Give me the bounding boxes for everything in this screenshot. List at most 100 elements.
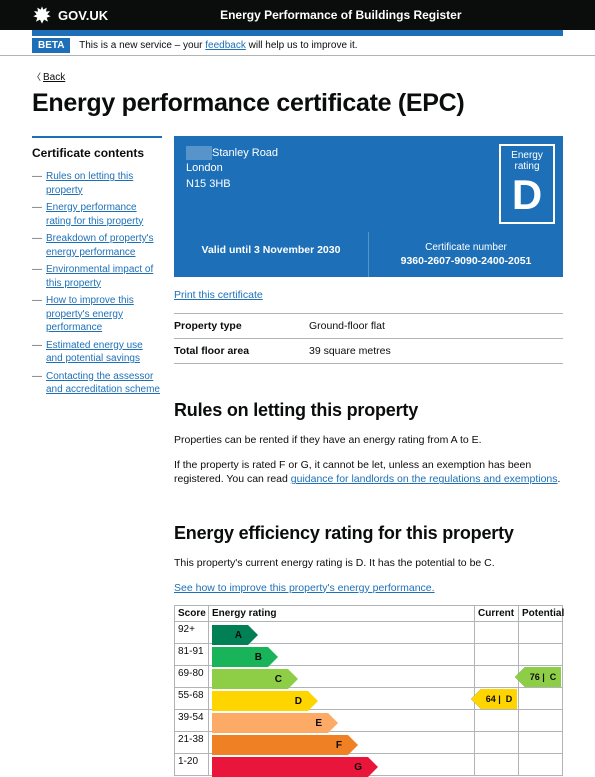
sidebar-item: Estimated energy use and potential savin…	[32, 339, 162, 366]
chart-bar-cell: G	[208, 754, 474, 776]
chart-letter: C	[275, 674, 282, 685]
address-line2: London	[186, 161, 479, 176]
detail-key: Property type	[174, 320, 309, 332]
sidebar-link[interactable]: Environmental impact of this property	[46, 264, 153, 289]
rating-badge: 76 | C	[525, 667, 561, 687]
chart-bar-cell: C	[208, 666, 474, 688]
govuk-logo[interactable]: GOV.UK	[32, 6, 108, 24]
chart-bar-cell: D	[208, 688, 474, 710]
chart-score: 81-91	[174, 644, 208, 666]
chart-row: 39-54 E	[174, 710, 562, 732]
chart-letter: G	[354, 762, 362, 773]
address-line1: Stanley Road	[212, 147, 278, 159]
sidebar-list: Rules on letting this property Energy per…	[32, 170, 162, 397]
chart-row: 1-20 G	[174, 754, 562, 776]
efficiency-heading: Energy efficiency rating for this proper…	[174, 523, 563, 544]
chart-bar-cell: F	[208, 732, 474, 754]
detail-value: Ground-floor flat	[309, 320, 385, 332]
feedback-link[interactable]: feedback	[205, 40, 246, 51]
chart-potential-cell	[518, 732, 562, 754]
property-details: Property typeGround-floor flatTotal floo…	[174, 313, 563, 364]
chart-score: 69-80	[174, 666, 208, 688]
chart-current-cell	[474, 666, 518, 688]
section-rules: Rules on letting this property Propertie…	[174, 400, 563, 487]
energy-rating-letter: D	[505, 174, 549, 216]
landlord-guidance-link[interactable]: guidance for landlords on the regulation…	[291, 473, 558, 485]
page-title: Energy performance certificate (EPC)	[0, 83, 595, 136]
chart-current-cell	[474, 644, 518, 666]
chart-current-cell: 64 | D	[474, 688, 518, 710]
chart-current-cell	[474, 732, 518, 754]
detail-value: 39 square metres	[309, 345, 391, 357]
sidebar-link[interactable]: Rules on letting this property	[46, 171, 133, 196]
chart-current-cell	[474, 622, 518, 644]
chart-letter: F	[336, 740, 342, 751]
chart-score: 1-20	[174, 754, 208, 776]
rules-p1: Properties can be rented if they have an…	[174, 433, 563, 448]
chart-current-cell	[474, 754, 518, 776]
chart-potential-cell: 76 | C	[518, 666, 562, 688]
sidebar-link[interactable]: Estimated energy use and potential savin…	[46, 340, 143, 365]
chart-bar-cell: E	[208, 710, 474, 732]
chart-head-potential: Potential	[518, 606, 562, 622]
back-link[interactable]: 〈Back	[0, 70, 595, 83]
beta-tag: BETA	[32, 38, 70, 53]
site-name: GOV.UK	[58, 8, 108, 23]
valid-until: Valid until 3 November 2030	[180, 244, 362, 256]
chart-head-current: Current	[474, 606, 518, 622]
section-efficiency: Energy efficiency rating for this proper…	[174, 523, 563, 776]
sidebar-item: Energy performance rating for this prope…	[32, 201, 162, 228]
chart-bar-cell: B	[208, 644, 474, 666]
service-name[interactable]: Energy Performance of Buildings Register	[220, 8, 461, 22]
summary-panel-row2: Valid until 3 November 2030 Certificate …	[174, 232, 563, 277]
rating-badge: 64 | D	[481, 689, 517, 709]
beta-banner: BETA This is a new service – your feedba…	[0, 36, 595, 56]
chart-row: 92+ A	[174, 622, 562, 644]
chart-row: 69-80 C 76 | C	[174, 666, 562, 688]
energy-rating-box: Energy rating D	[499, 144, 555, 224]
chart-score: 21-38	[174, 732, 208, 754]
chevron-left-icon: 〈	[32, 72, 41, 82]
detail-key: Total floor area	[174, 345, 309, 357]
sidebar-link[interactable]: Breakdown of property's energy performan…	[46, 233, 154, 258]
sidebar-link[interactable]: Energy performance rating for this prope…	[46, 202, 143, 227]
chart-bar-cell: A	[208, 622, 474, 644]
sidebar-heading: Certificate contents	[32, 146, 162, 160]
chart-score: 92+	[174, 622, 208, 644]
beta-text-1: This is a new service – your	[79, 40, 205, 51]
sidebar-link[interactable]: How to improve this property's energy pe…	[46, 295, 134, 333]
print-link[interactable]: Print this certificate	[174, 289, 263, 301]
chart-score: 55-68	[174, 688, 208, 710]
chart-potential-cell	[518, 688, 562, 710]
efficiency-p1: This property's current energy rating is…	[174, 556, 563, 571]
sidebar: Certificate contents Rules on letting th…	[32, 136, 162, 776]
chart-head-score: Score	[174, 606, 208, 622]
chart-score: 39-54	[174, 710, 208, 732]
chart-letter: E	[315, 718, 322, 729]
crown-icon	[32, 6, 52, 24]
sidebar-link[interactable]: Contacting the assessor and accreditatio…	[46, 371, 160, 396]
sidebar-item: Environmental impact of this property	[32, 263, 162, 290]
back-link-text[interactable]: Back	[43, 72, 65, 83]
chart-letter: A	[235, 630, 242, 641]
header: GOV.UK Energy Performance of Buildings R…	[0, 0, 595, 30]
rules-p2: If the property is rated F or G, it cann…	[174, 458, 563, 487]
chart-letter: D	[295, 696, 302, 707]
chart-head-rating: Energy rating	[208, 606, 474, 622]
sidebar-item: Rules on letting this property	[32, 170, 162, 197]
chart-potential-cell	[518, 754, 562, 776]
address-redaction	[186, 146, 212, 160]
energy-rating-label: Energy rating	[505, 150, 549, 172]
cert-number-label: Certificate number	[375, 242, 557, 253]
chart-letter: B	[255, 652, 262, 663]
chart-row: 81-91 B	[174, 644, 562, 666]
rules-heading: Rules on letting this property	[174, 400, 563, 421]
improve-link[interactable]: See how to improve this property's energ…	[174, 582, 435, 594]
chart-row: 21-38 F	[174, 732, 562, 754]
chart-potential-cell	[518, 710, 562, 732]
detail-row: Property typeGround-floor flat	[174, 313, 563, 339]
detail-row: Total floor area39 square metres	[174, 339, 563, 364]
chart-current-cell	[474, 710, 518, 732]
cert-number: 9360-2607-9090-2400-2051	[375, 255, 557, 267]
main-content: Stanley Road London N15 3HB Energy ratin…	[174, 136, 563, 776]
